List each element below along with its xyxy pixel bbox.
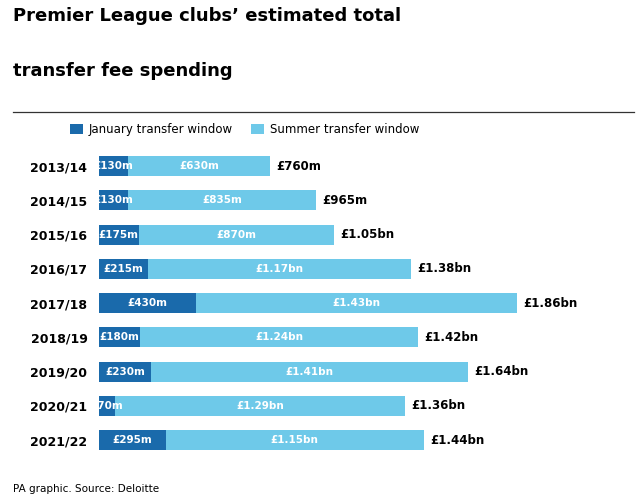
Bar — [99, 225, 138, 245]
Text: £835m: £835m — [202, 195, 242, 205]
Bar — [140, 327, 419, 347]
Bar — [99, 396, 115, 416]
Bar — [129, 191, 316, 210]
Text: £1.05bn: £1.05bn — [340, 228, 394, 241]
Bar — [99, 327, 140, 347]
Bar — [99, 430, 166, 450]
Text: £760m: £760m — [276, 160, 321, 173]
Bar — [138, 225, 334, 245]
Text: £1.86bn: £1.86bn — [524, 296, 578, 310]
Text: £1.15bn: £1.15bn — [271, 435, 319, 445]
Text: £430m: £430m — [127, 298, 168, 308]
Bar — [99, 191, 129, 210]
Text: £1.36bn: £1.36bn — [411, 400, 465, 413]
Text: £295m: £295m — [113, 435, 152, 445]
Bar — [99, 156, 129, 176]
Text: £130m: £130m — [94, 195, 134, 205]
Bar — [115, 396, 405, 416]
Text: £1.44bn: £1.44bn — [430, 434, 484, 447]
Text: £175m: £175m — [99, 230, 139, 240]
Bar — [166, 430, 424, 450]
Text: £70m: £70m — [91, 401, 124, 411]
Text: Premier League clubs’ estimated total: Premier League clubs’ estimated total — [13, 7, 401, 25]
Text: £230m: £230m — [105, 367, 145, 377]
Text: £1.38bn: £1.38bn — [417, 262, 471, 275]
Text: £130m: £130m — [94, 161, 134, 171]
Bar — [196, 293, 517, 313]
Text: £870m: £870m — [216, 230, 256, 240]
Bar — [99, 293, 196, 313]
Text: £1.42bn: £1.42bn — [425, 331, 479, 344]
Text: £1.41bn: £1.41bn — [285, 367, 333, 377]
Bar — [148, 259, 410, 279]
Text: £215m: £215m — [104, 264, 143, 274]
Text: £1.43bn: £1.43bn — [333, 298, 381, 308]
Text: £1.24bn: £1.24bn — [255, 332, 303, 342]
Bar — [99, 362, 151, 382]
Text: PA graphic. Source: Deloitte: PA graphic. Source: Deloitte — [13, 484, 159, 494]
Text: transfer fee spending: transfer fee spending — [13, 62, 232, 80]
Text: £1.64bn: £1.64bn — [474, 365, 529, 378]
Bar — [151, 362, 468, 382]
Bar — [99, 259, 148, 279]
Text: £1.17bn: £1.17bn — [255, 264, 303, 274]
Text: £965m: £965m — [323, 194, 367, 207]
Bar — [129, 156, 270, 176]
Legend: January transfer window, Summer transfer window: January transfer window, Summer transfer… — [70, 123, 419, 136]
Text: £630m: £630m — [179, 161, 219, 171]
Text: £180m: £180m — [99, 332, 140, 342]
Text: £1.29bn: £1.29bn — [236, 401, 284, 411]
